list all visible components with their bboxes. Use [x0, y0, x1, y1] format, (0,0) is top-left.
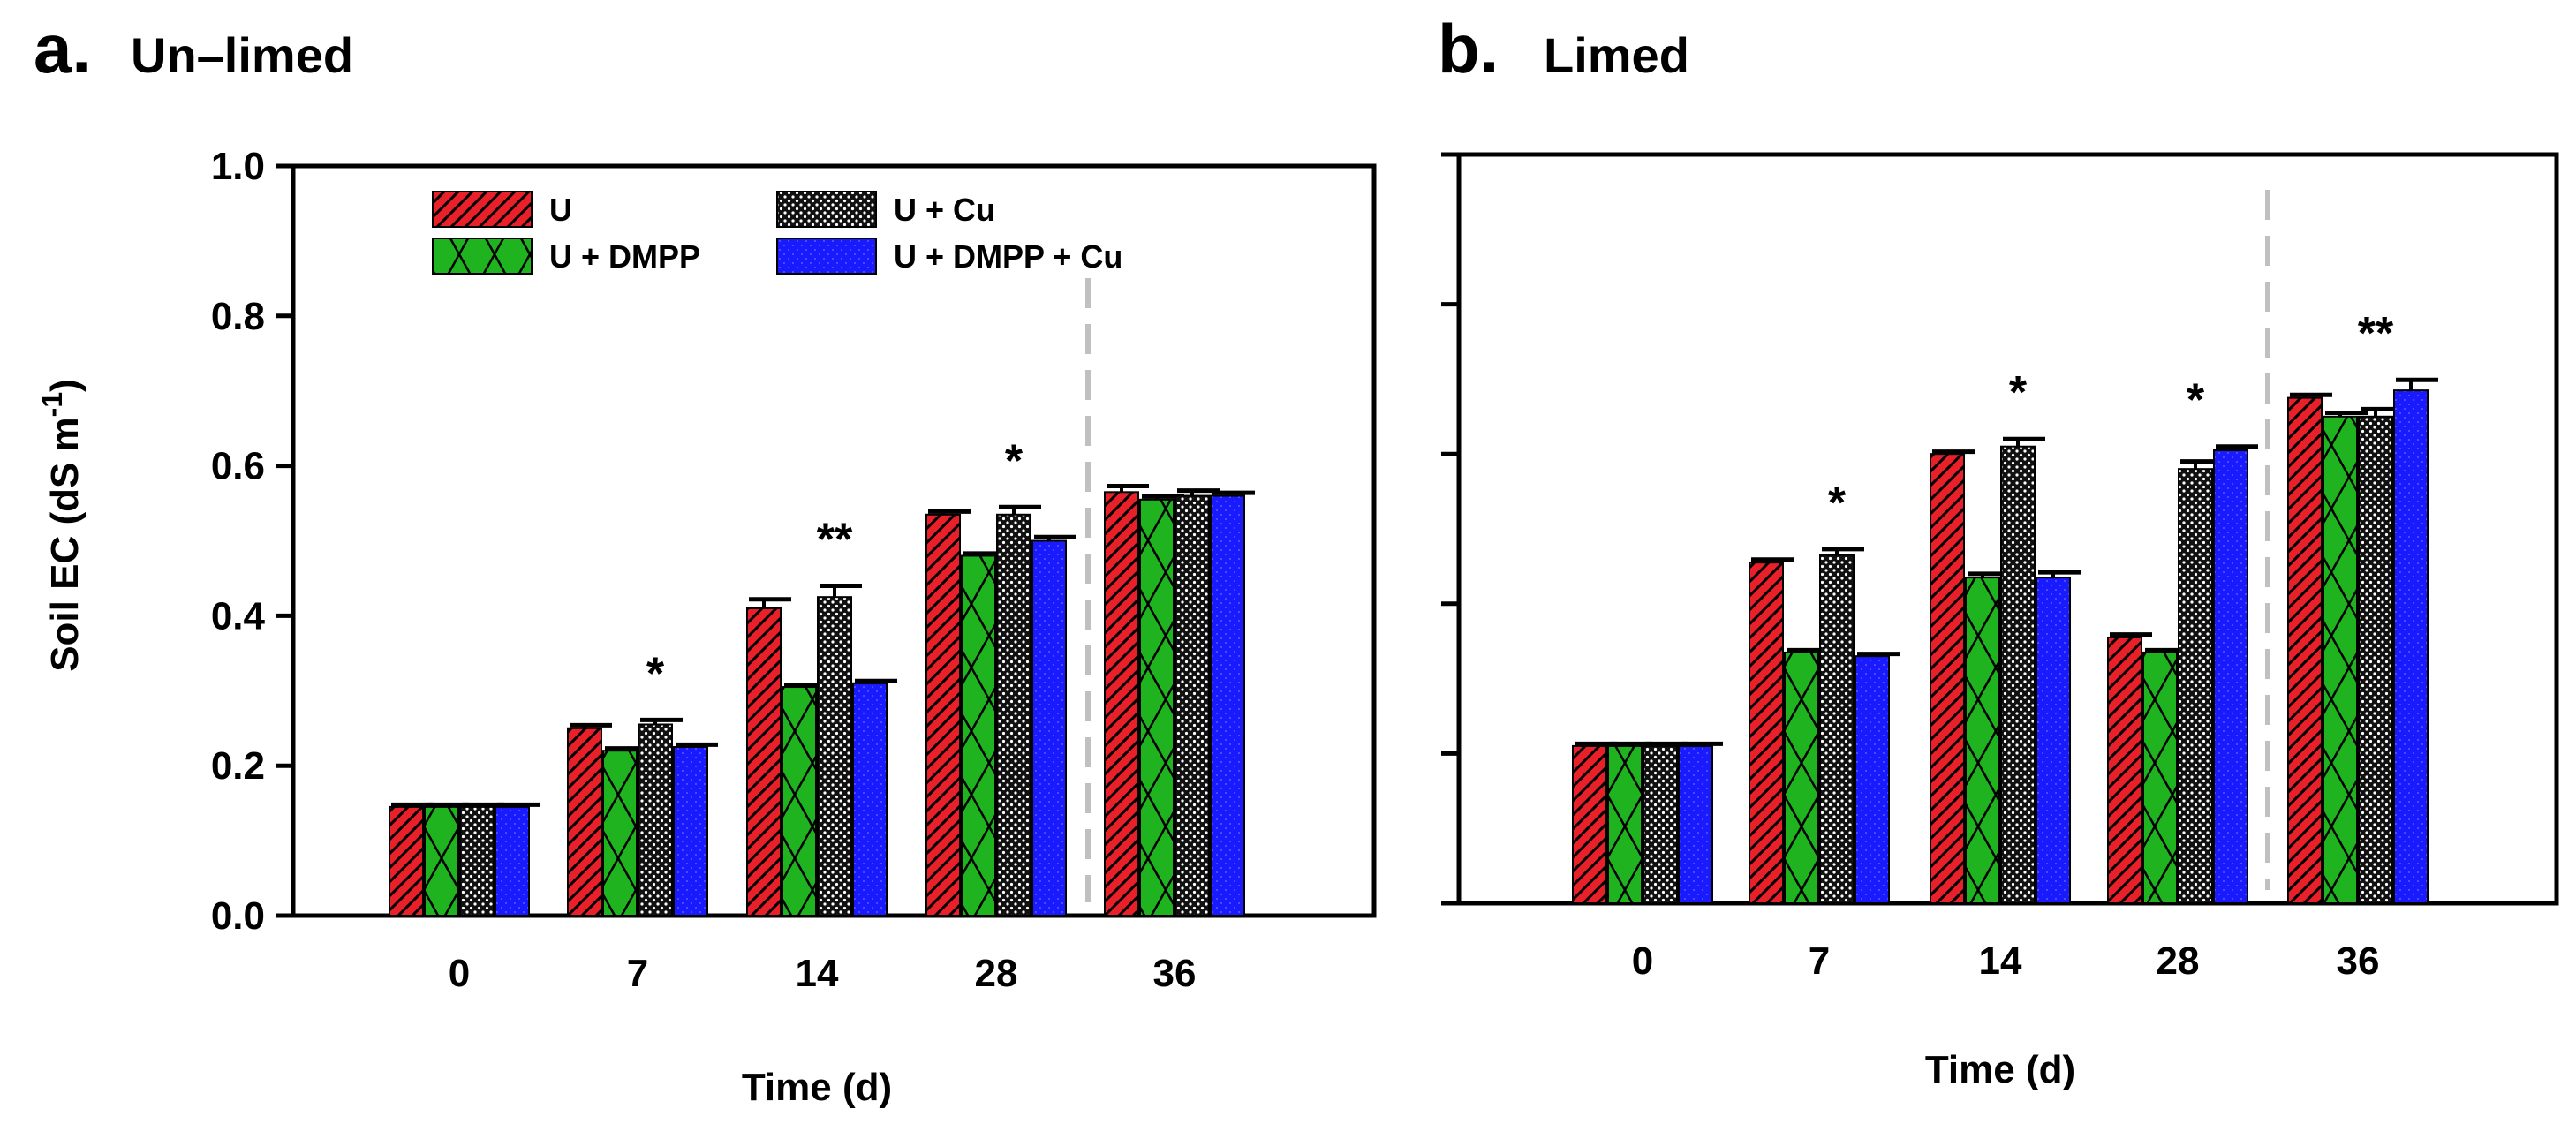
legend-label-u-dmpp: U + DMPP: [549, 238, 700, 275]
x-axis-title-a: Time (d): [742, 1066, 892, 1109]
bar-u-dmpp-cu: [673, 745, 708, 917]
panel-b: 0 7 * 14 * 28 * 36 **: [1441, 152, 2559, 983]
bar-u-dmpp: [424, 805, 459, 917]
bar-u-dmpp-cu: [2213, 449, 2248, 904]
significance-mark: **: [817, 514, 853, 565]
bar-u-dmpp: [1965, 577, 2000, 904]
bar-u: [925, 513, 961, 917]
x-tick-label: 28: [975, 952, 1018, 995]
bar-u-dmpp: [1139, 498, 1175, 917]
bar-u: [2107, 636, 2142, 905]
bar-u-dmpp-cu: [2036, 577, 2071, 904]
y-tick-label: 0.8: [211, 295, 265, 338]
y-tick-label: 0.2: [211, 744, 265, 788]
bar-u-dmpp-cu: [495, 805, 530, 917]
x-tick-label: 7: [627, 952, 648, 995]
significance-mark: **: [2358, 308, 2394, 359]
bar-u: [2287, 396, 2323, 905]
x-tick-label: 7: [1809, 939, 1830, 983]
legend-swatch-u-cu: [776, 191, 877, 228]
bar-u: [1104, 491, 1139, 917]
legend-label-u: U: [549, 192, 572, 228]
bar-u-dmpp: [782, 686, 817, 917]
bar-u-dmpp-cu: [852, 682, 888, 917]
bar-u-cu: [638, 723, 673, 917]
legend-swatch-u: [432, 191, 533, 228]
bar-u-cu: [2358, 415, 2393, 904]
y-tick-label: 0.6: [211, 445, 265, 488]
significance-mark: *: [1828, 478, 1847, 529]
y-axis-title: Soil EC (dS m-1): [36, 379, 87, 672]
panel-a: 0.0 0.2 0.4 0.6 0.8 1.0 0 7 * 14 ** 28 * 36: [211, 145, 1377, 995]
panel-a-letter: a.: [34, 10, 91, 87]
x-tick-label: 14: [1979, 939, 2022, 983]
bar-u-cu: [996, 513, 1031, 917]
x-tick-label: 28: [2157, 939, 2200, 983]
bar-u: [567, 727, 602, 917]
legend-label-u-dmpp-cu: U + DMPP + Cu: [894, 238, 1122, 275]
panel-b-title: Limed: [1544, 27, 1689, 83]
significance-mark: *: [2009, 367, 2028, 419]
y-tick-label: 0.4: [211, 594, 266, 637]
bar-u-dmpp: [602, 750, 638, 917]
legend-swatch-u-dmpp-cu: [776, 238, 877, 275]
bar-u-dmpp: [1607, 744, 1643, 904]
x-tick-label: 0: [449, 952, 470, 995]
bar-u-dmpp-cu: [1031, 539, 1067, 917]
bar-u-cu: [2000, 445, 2036, 905]
bar-u: [1749, 562, 1784, 904]
significance-mark: *: [2187, 375, 2205, 426]
x-tick-label: 36: [2337, 939, 2380, 983]
bar-u-cu: [817, 596, 852, 917]
x-tick-label: 0: [1632, 939, 1653, 983]
y-tick-label: 1.0: [211, 145, 265, 188]
bar-u: [389, 805, 424, 917]
bar-u-cu: [1643, 744, 1678, 904]
bar-u-dmpp-cu: [2393, 389, 2429, 904]
bar-u: [1572, 744, 1607, 904]
bar-u-cu: [1819, 554, 1855, 904]
x-axis-title-b: Time (d): [1925, 1048, 2075, 1091]
legend-swatch-u-dmpp: [432, 238, 533, 275]
bar-u-dmpp-cu: [1855, 655, 1890, 904]
bar-u-dmpp-cu: [1678, 744, 1713, 904]
x-tick-label: 14: [796, 952, 839, 995]
bar-u-cu: [459, 805, 495, 917]
x-tick-label: 36: [1153, 952, 1197, 995]
bar-u-dmpp: [961, 554, 996, 917]
bar-u-cu: [1175, 494, 1210, 917]
legend-label-u-cu: U + Cu: [894, 192, 995, 228]
panel-a-title: Un–limed: [131, 27, 353, 83]
significance-mark: *: [1005, 435, 1024, 487]
bar-u: [1930, 453, 1965, 904]
bar-u: [746, 607, 782, 917]
bar-u-dmpp: [2323, 415, 2358, 904]
bar-u-cu: [2178, 468, 2213, 904]
legend: U U + DMPP U + Cu U + DMPP + Cu: [432, 191, 1122, 275]
bar-u-dmpp: [2142, 651, 2178, 904]
y-tick-label: 0.0: [211, 894, 265, 938]
bar-u-dmpp: [1784, 651, 1819, 904]
bar-u-dmpp-cu: [1210, 494, 1245, 917]
panel-b-letter: b.: [1438, 10, 1499, 87]
significance-mark: *: [646, 648, 665, 699]
